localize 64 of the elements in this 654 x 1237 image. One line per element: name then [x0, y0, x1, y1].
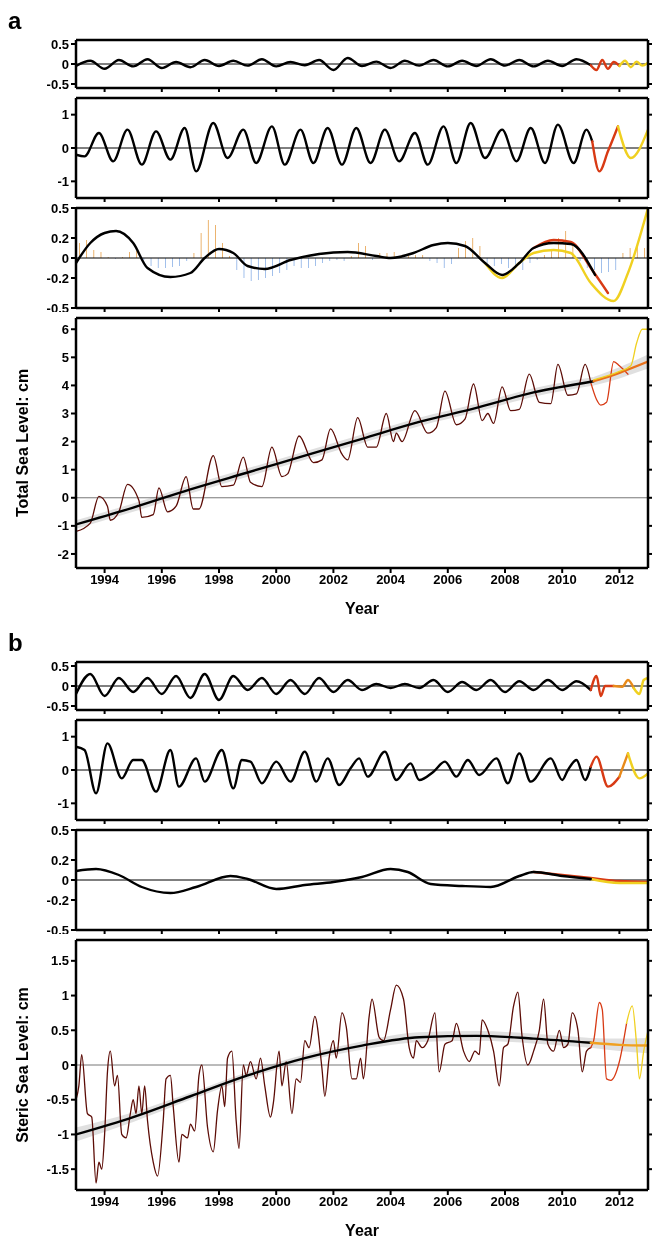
y-tick-label: 0.5 — [50, 36, 69, 52]
y-tick-label: 0.5 — [50, 658, 69, 674]
y-tick-label: 1 — [61, 107, 69, 123]
y-tick-label: 0.5 — [50, 200, 69, 216]
y-tick-label: 0.5 — [50, 1022, 69, 1038]
x-tick-label: 2000 — [261, 1194, 291, 1210]
y-tick-label: 0.2 — [50, 230, 69, 246]
x-tick-label: 2010 — [547, 572, 577, 588]
y-tick-label: 0 — [61, 872, 69, 888]
chart-title: b — [8, 629, 24, 656]
y-tick-label: 3 — [61, 406, 69, 422]
x-tick-label: 2010 — [547, 1194, 577, 1210]
x-tick-label: 2006 — [433, 572, 463, 588]
x-tick-label: 2004 — [376, 572, 406, 588]
y-tick-label: 0 — [61, 762, 69, 778]
y-tick-label: -1 — [57, 173, 69, 189]
x-tick-label: 2012 — [604, 572, 634, 588]
x-tick-label: 2004 — [376, 1194, 406, 1210]
y-tick-label: 6 — [61, 321, 69, 337]
x-tick-label: 2008 — [490, 1194, 520, 1210]
x-tick-label: 1998 — [204, 572, 234, 588]
y-tick-label: 0 — [61, 1057, 69, 1073]
y-tick-label: -0.2 — [46, 892, 69, 908]
x-tick-label: 2012 — [604, 1194, 634, 1210]
y-tick-label: -1 — [57, 518, 69, 534]
y-tick-label: -0.5 — [46, 922, 69, 938]
x-tick-label: 2006 — [433, 1194, 463, 1210]
y-tick-label: -0.5 — [46, 1092, 69, 1108]
y-tick-label: -1.5 — [46, 1161, 69, 1177]
x-axis-title: Year — [345, 600, 379, 617]
y-tick-label: 2 — [61, 434, 69, 450]
y-tick-label: -0.5 — [46, 76, 69, 92]
y-tick-label: -0.5 — [46, 698, 69, 714]
x-tick-label: 2002 — [318, 572, 348, 588]
y-tick-label: -1 — [57, 795, 69, 811]
x-tick-label: 1994 — [90, 572, 120, 588]
y-tick-label: 1 — [61, 988, 69, 1004]
y-tick-label: 1 — [61, 729, 69, 745]
y-tick-label: 0 — [61, 490, 69, 506]
x-tick-label: 2008 — [490, 572, 520, 588]
y-tick-label: 4 — [61, 378, 70, 394]
y-tick-label: 0 — [61, 678, 69, 694]
y-axis-title: Steric Sea Level: cm — [13, 987, 31, 1143]
y-tick-label: -0.5 — [46, 300, 69, 316]
y-tick-label: 0 — [61, 56, 69, 72]
y-tick-label: -2 — [57, 546, 69, 562]
x-tick-label: 2000 — [261, 572, 291, 588]
x-tick-label: 1998 — [204, 1194, 234, 1210]
y-tick-label: 5 — [61, 349, 69, 365]
x-tick-label: 2002 — [318, 1194, 348, 1210]
y-tick-label: 1 — [61, 462, 69, 478]
y-tick-label: -0.2 — [46, 270, 69, 286]
x-tick-label: 1996 — [147, 572, 177, 588]
y-tick-label: 1.5 — [50, 953, 69, 969]
y-tick-label: 0.5 — [50, 822, 69, 838]
x-tick-label: 1994 — [90, 1194, 120, 1210]
y-tick-label: 0 — [61, 250, 69, 266]
y-tick-label: -1 — [57, 1127, 69, 1143]
chart-title: a — [8, 7, 23, 34]
x-axis-title: Year — [345, 1222, 379, 1237]
y-tick-label: 0 — [61, 140, 69, 156]
y-tick-label: 0.2 — [50, 852, 69, 868]
x-tick-label: 1996 — [147, 1194, 177, 1210]
y-axis-title: Total Sea Level: cm — [13, 368, 31, 518]
